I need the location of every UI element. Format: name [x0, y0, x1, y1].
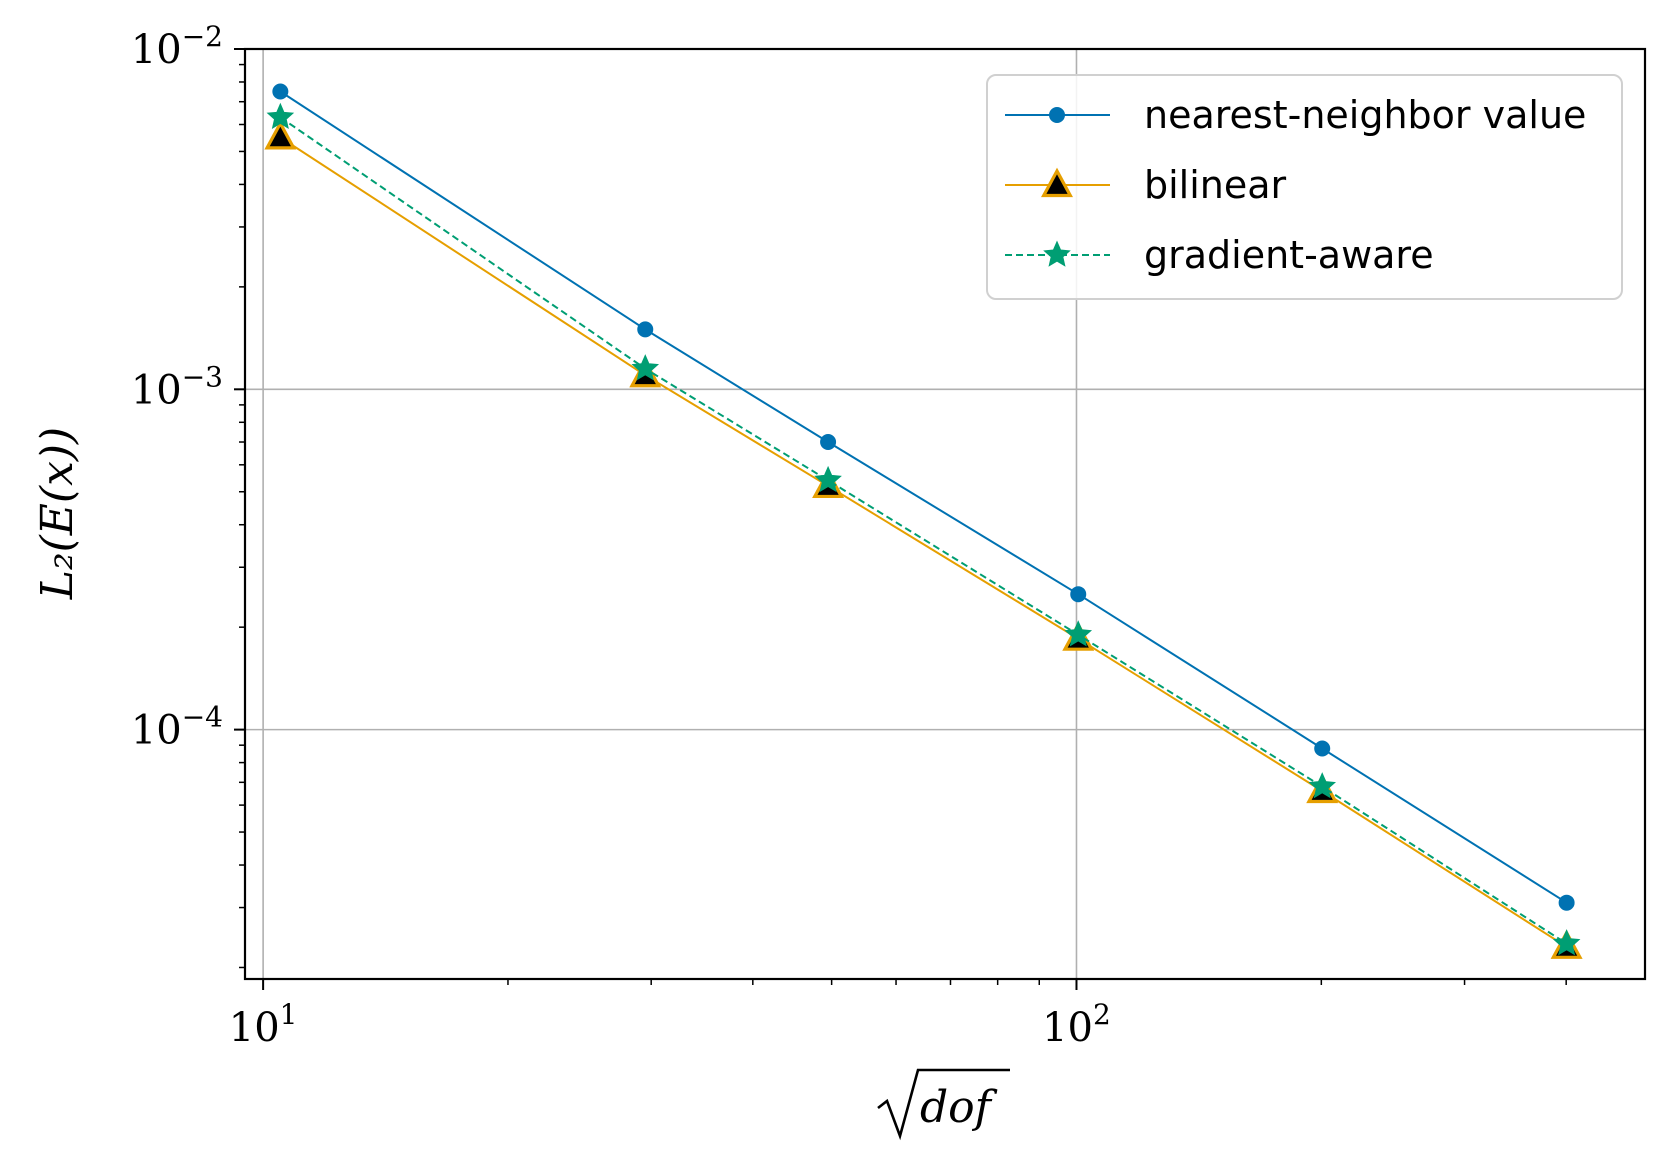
data-point — [1558, 894, 1575, 911]
legend-entry: bilinear — [1005, 163, 1287, 207]
legend: nearest-neighbor value bilinear gradient-a… — [986, 74, 1623, 300]
data-point — [266, 102, 295, 130]
data-point — [820, 434, 837, 451]
major-ticks — [234, 48, 1078, 990]
plot-frame — [243, 47, 1647, 981]
data-point — [814, 465, 842, 493]
legend-label: gradient-aware — [1144, 233, 1434, 277]
series-gradient-aware — [266, 102, 1581, 956]
legend-box — [986, 74, 1623, 300]
legend-entries: nearest-neighbor value bilinear gradient-a… — [1005, 93, 1586, 277]
series-line — [279, 136, 1568, 948]
y-tick-label: 10−4 — [131, 701, 223, 754]
legend-entry: nearest-neighbor value — [1005, 93, 1586, 137]
y-tick-labels: 10−2 10−3 10−4 — [131, 20, 223, 754]
series-line — [279, 90, 1568, 904]
data-point — [264, 120, 297, 150]
legend-label: bilinear — [1144, 163, 1287, 207]
data-point — [631, 354, 660, 381]
x-axis-label: dof — [877, 1068, 1010, 1141]
x-tick-label: 101 — [229, 998, 298, 1051]
x-axis-label-text: dof — [920, 1082, 998, 1133]
legend-marker — [1043, 240, 1071, 267]
x-tick-label: 102 — [1042, 998, 1111, 1051]
data-point — [637, 321, 654, 338]
y-tick-label: 10−3 — [131, 360, 223, 413]
x-tick-labels: 101 102 — [229, 998, 1111, 1051]
y-tick-label: 10−2 — [131, 20, 223, 73]
legend-label: nearest-neighbor value — [1144, 93, 1586, 137]
y-axis-label: L₂(E(x)) — [32, 427, 83, 600]
data-point — [1064, 620, 1093, 647]
data-point — [1070, 586, 1087, 603]
y-axis-label-text: L₂(E(x)) — [32, 427, 83, 600]
data-point — [272, 83, 289, 100]
legend-entry: gradient-aware — [1005, 233, 1434, 277]
series-nearest-neighbor-value — [272, 83, 1575, 911]
series-line — [279, 116, 1568, 945]
data-series — [264, 83, 1583, 959]
data-point — [1552, 929, 1581, 956]
legend-marker — [1041, 167, 1073, 198]
data-point — [1308, 772, 1337, 799]
legend-marker — [1049, 107, 1065, 123]
sqrt-radical-icon — [877, 1068, 1010, 1141]
data-point — [1314, 740, 1331, 757]
